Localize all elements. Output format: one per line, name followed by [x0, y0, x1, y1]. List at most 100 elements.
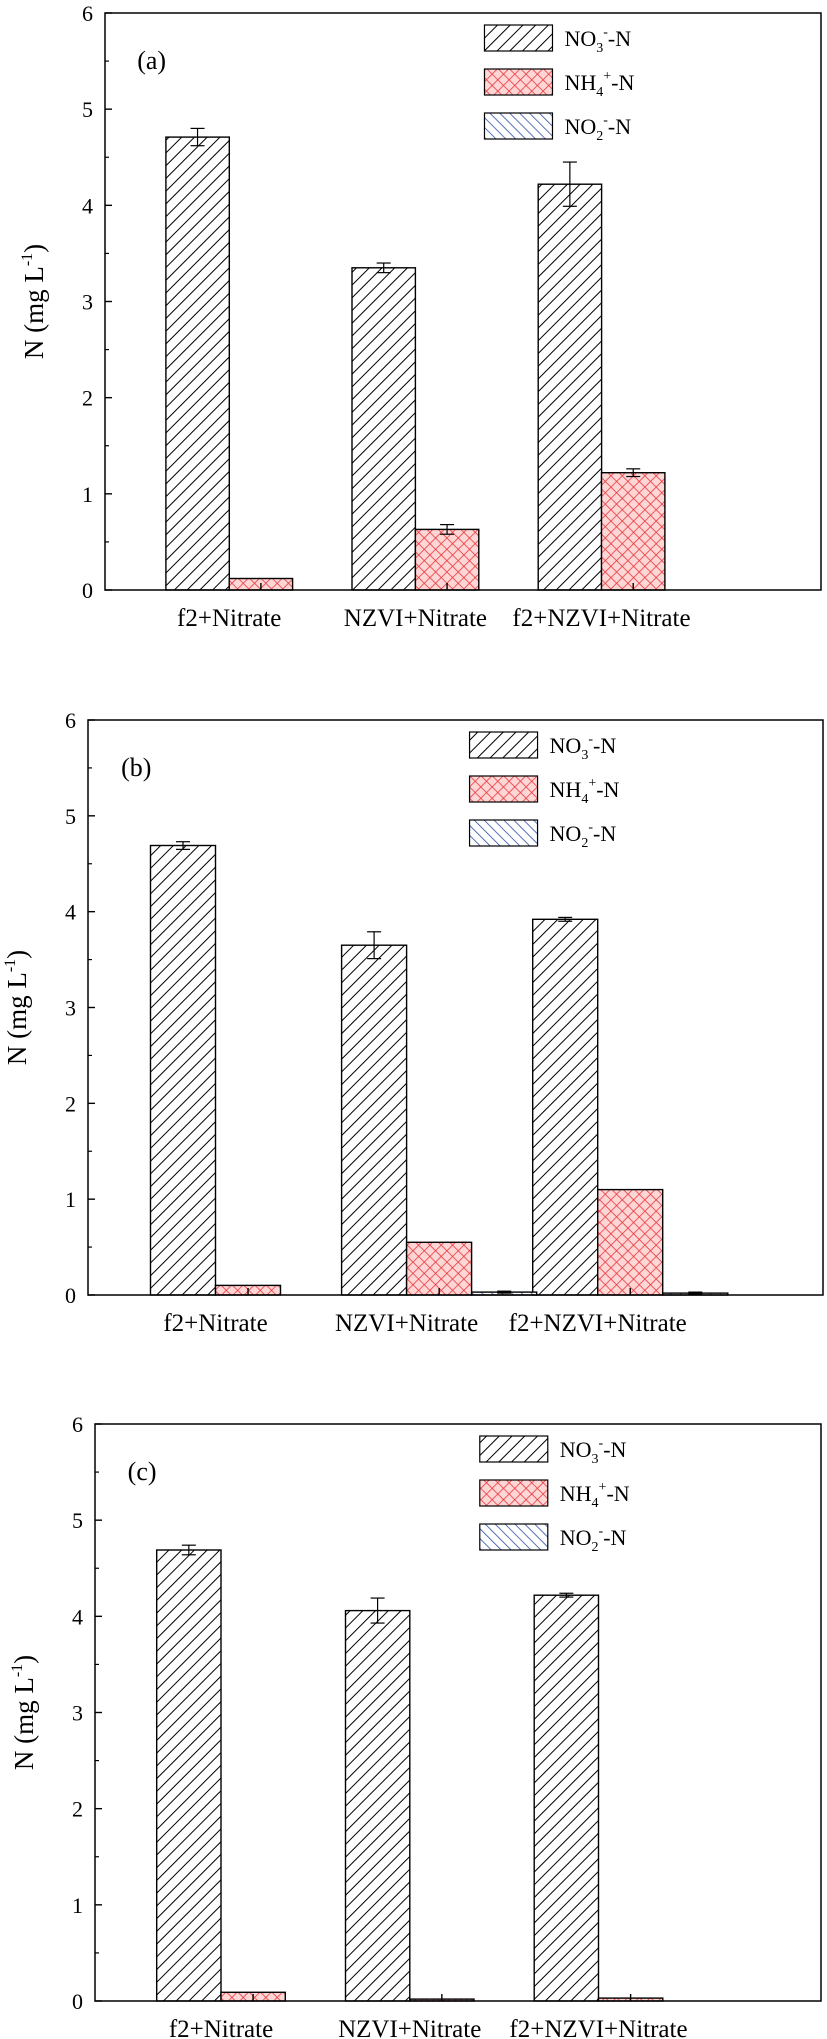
bar-2-s1-c1 — [149, 844, 217, 1296]
y-axis-title-superscript: -1 — [19, 253, 36, 266]
error-bar-3-s1-c2 — [370, 1597, 385, 1624]
y-axis-title-1: N (mg L-1) — [19, 244, 49, 359]
error-bar-1-s2-c2 — [440, 524, 455, 535]
series-3-2-legend-superscript: + — [599, 1480, 607, 1495]
series-2-1-legend-subscript: 3 — [581, 748, 588, 763]
y-tick-label-1-5: 5 — [82, 97, 93, 122]
y-tick-label-3-1: 1 — [72, 1893, 83, 1918]
series-2-1-legend-label: NO3--N — [550, 732, 617, 763]
series-1-1-legend-suffix: -N — [608, 26, 631, 51]
bar-2-s2-c2 — [405, 1241, 473, 1296]
series-2-1-legend-superscript: - — [588, 732, 593, 747]
series-2-3-legend-subscript: 2 — [581, 836, 588, 851]
bar-1-s1-c2 — [351, 267, 417, 591]
x-category-label-1-2: NZVI+Nitrate — [344, 605, 487, 632]
series-2-3-legend-suffix: -N — [593, 821, 616, 846]
series-1-1-legend-subscript: 3 — [596, 41, 603, 56]
bar-1-s1-c1 — [165, 136, 230, 591]
legend-swatch-2-2 — [468, 775, 539, 803]
series-1-3-legend-superscript: - — [603, 113, 608, 128]
error-bar-3-s1-c3 — [559, 1592, 574, 1598]
x-category-label-3-1: f2+Nitrate — [169, 2016, 273, 2039]
bar-2-s1-c2 — [340, 944, 408, 1296]
x-category-label-1-1: f2+Nitrate — [177, 605, 281, 632]
series-2-1-legend-main: NO — [550, 733, 582, 758]
error-bar-2-s3-c3 — [688, 1291, 703, 1295]
x-category-label-3-2: NZVI+Nitrate — [338, 2016, 481, 2039]
series-3-1-legend-superscript: - — [599, 1436, 604, 1451]
series-1-3-legend-main: NO — [564, 114, 596, 139]
y-axis-title-suffix: ) — [19, 244, 49, 253]
series-3-3-legend-suffix: -N — [603, 1525, 626, 1550]
chart-panel-2: 0 1 2 3 4 5 6 f2+Nitrate NZVI+Nitrate f2+NZVI+Nit… — [2, 708, 824, 1337]
y-tick-label-1-2: 2 — [82, 386, 93, 411]
series-2-1-legend-suffix: -N — [593, 733, 616, 758]
series-1-2-legend-suffix: -N — [611, 70, 634, 95]
panel-label-1: (a) — [137, 46, 166, 75]
series-1-1-legend-main: NO — [564, 26, 596, 51]
y-tick-label-2-3: 3 — [65, 996, 76, 1021]
x-category-label-2-2: NZVI+Nitrate — [335, 1310, 478, 1337]
series-3-1-legend-subscript: 3 — [592, 1452, 599, 1467]
series-3-3-legend-superscript: - — [599, 1524, 604, 1539]
y-axis-title-main: N (mg L — [19, 266, 49, 359]
series-1-2-legend-subscript: 4 — [596, 85, 603, 100]
y-tick-label-2-5: 5 — [65, 804, 76, 829]
error-bar-1-s2-c3 — [626, 468, 641, 478]
y-tick-label-1-0: 0 — [82, 578, 93, 603]
series-1-1-legend-superscript: - — [603, 25, 608, 40]
y-tick-label-2-6: 6 — [65, 708, 76, 733]
error-bar-1-s1-c1 — [190, 127, 205, 147]
y-axis-title-suffix: ) — [2, 950, 32, 959]
y-tick-label-3-4: 4 — [72, 1604, 83, 1629]
legend-swatch-3-2 — [479, 1479, 549, 1507]
series-1-3-legend-suffix: -N — [608, 114, 631, 139]
legend-swatch-1-3 — [483, 112, 554, 140]
x-category-label-3-3: f2+NZVI+Nitrate — [509, 2016, 687, 2039]
bar-3-s1-c2 — [344, 1609, 411, 2002]
error-bar-3-s1-c1 — [181, 1544, 196, 1556]
series-2-3-legend-superscript: - — [588, 820, 593, 835]
bar-1-s1-c3 — [537, 183, 603, 591]
y-tick-label-3-6: 6 — [72, 1412, 83, 1437]
series-3-2-legend-subscript: 4 — [592, 1496, 599, 1511]
legend-swatch-2-3 — [468, 819, 539, 847]
x-category-label-2-3: f2+NZVI+Nitrate — [509, 1310, 687, 1337]
series-1-3-legend-label: NO2--N — [564, 113, 631, 144]
series-2-2-legend-label: NH4+-N — [550, 776, 620, 807]
error-bar-2-s1-c3 — [558, 916, 573, 922]
series-3-1-legend-suffix: -N — [603, 1437, 626, 1462]
legend-swatch-3-1 — [479, 1435, 549, 1463]
bar-3-s1-c3 — [533, 1594, 600, 2002]
y-axis-title-3: N (mg L-1) — [9, 1655, 39, 1770]
y-tick-label-1-4: 4 — [82, 193, 93, 218]
y-tick-label-3-3: 3 — [72, 1701, 83, 1726]
panel-label-3: (c) — [128, 1457, 157, 1486]
bar-1-s2-c2 — [414, 528, 480, 591]
bar-2-s1-c3 — [532, 918, 599, 1296]
series-3-3-legend-main: NO — [560, 1525, 592, 1550]
series-1-2-legend-superscript: + — [603, 69, 611, 84]
series-2-2-legend-subscript: 4 — [581, 792, 588, 807]
legend-swatch-3-3 — [479, 1523, 549, 1551]
y-axis-title-superscript: -1 — [2, 959, 19, 972]
series-2-3-legend-label: NO2--N — [550, 820, 617, 851]
y-tick-label-2-4: 4 — [65, 900, 76, 925]
y-axis-title-suffix: ) — [9, 1655, 39, 1664]
y-axis-title-superscript: -1 — [9, 1664, 26, 1677]
error-bar-2-s1-c1 — [175, 841, 190, 850]
legend-swatch-1-2 — [483, 68, 554, 96]
legend-swatch-1-1 — [483, 24, 554, 52]
x-category-label-2-1: f2+Nitrate — [163, 1310, 267, 1337]
bar-1-s2-c3 — [600, 472, 666, 591]
y-tick-label-3-0: 0 — [72, 1989, 83, 2014]
error-bar-2-s1-c2 — [367, 931, 382, 960]
series-3-3-legend-label: NO2--N — [560, 1524, 627, 1555]
series-1-1-legend-label: NO3--N — [564, 25, 631, 56]
bar-2-s2-c3 — [597, 1188, 664, 1296]
error-bar-1-s1-c2 — [376, 262, 391, 274]
chart-panel-3: 0 1 2 3 4 5 6 f2+Nitrate NZVI+Nitrate f2+NZVI+Nit… — [9, 1412, 822, 2039]
y-tick-label-2-0: 0 — [65, 1283, 76, 1308]
